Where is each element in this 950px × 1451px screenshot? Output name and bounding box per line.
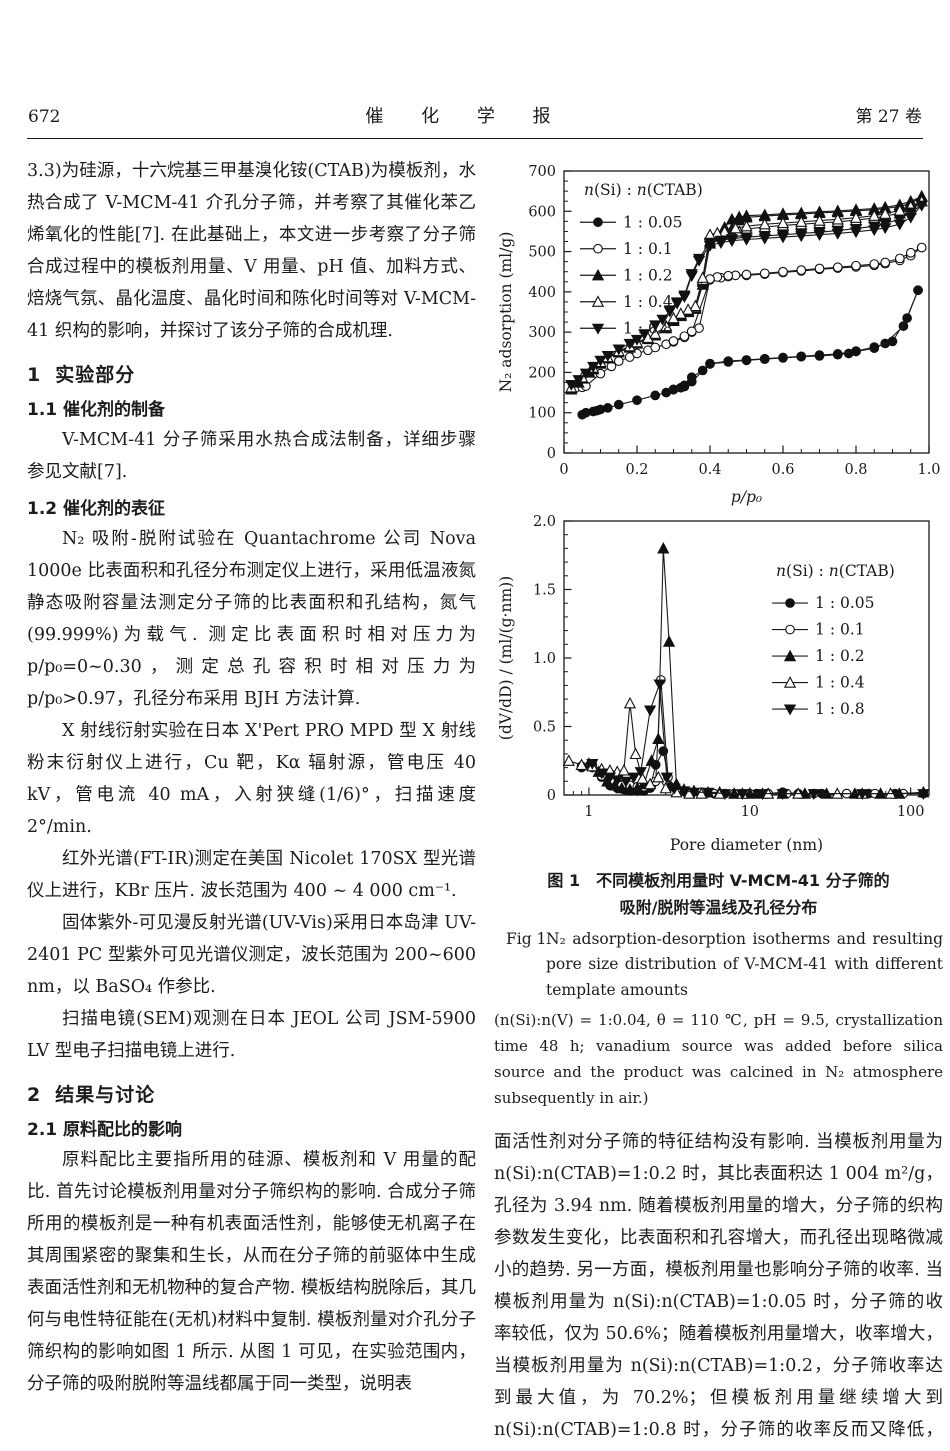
svg-text:1 : 0.8: 1 : 0.8 [623,319,673,337]
svg-text:1 : 0.4: 1 : 0.4 [815,674,865,692]
svg-text:500: 500 [528,245,556,261]
n2-adsorption-paragraph: N₂ 吸附-脱附试验在 Quantachrome 公司 Nova 1000e 比… [27,529,476,709]
preparation-paragraph: V-MCM-41 分子筛采用水热合成法制备，详细步骤参见文献[7]. [27,430,476,482]
svg-text:1 : 0.05: 1 : 0.05 [623,213,682,231]
section-1-heading: 1 实验部分 [27,364,136,386]
isotherm-chart: 0 0.2 0.4 0.6 0.8 1.0 0 100 200 300 400 500 600 700 N₂… [497,164,941,506]
header-rule [27,138,923,139]
svg-text:1: 1 [584,804,593,820]
figure-caption-en-tag: Fig 1 [506,930,547,949]
figure-caption-en: Fig 1 N₂ adsorption-desorption isotherms… [494,927,943,1002]
svg-text:1 : 0.2: 1 : 0.2 [815,647,865,665]
svg-text:0.4: 0.4 [698,462,721,478]
svg-text:Pore diameter (nm): Pore diameter (nm) [670,836,823,854]
pore-distribution-chart: 1 10 100 0 0.5 1.0 1.5 2.0 (dV/dD) / (ml/(g·nm))… [497,514,930,854]
svg-text:0.8: 0.8 [844,462,867,478]
svg-text:2.0: 2.0 [533,514,556,530]
svg-text:1 : 0.1: 1 : 0.1 [815,621,865,639]
svg-text:1 : 0.2: 1 : 0.2 [623,266,673,284]
svg-text:1.0: 1.0 [533,651,556,667]
journal-title: 催 化 学 报 [365,106,567,127]
svg-text:10: 10 [741,804,759,820]
figure-1: 0 0.2 0.4 0.6 0.8 1.0 0 100 200 300 400 500 600 700 N₂… [494,157,943,1112]
ratio-paragraph: 原料配比主要指所用的硅源、模板剂和 V 用量的配比. 首先讨论模板剂用量对分子筛… [27,1150,476,1394]
svg-text:0.5: 0.5 [533,720,556,736]
svg-text:700: 700 [528,164,556,180]
svg-text:n(Si) : n(CTAB): n(Si) : n(CTAB) [776,562,895,580]
svg-text:(dV/dD) / (ml/(g·nm)): (dV/dD) / (ml/(g·nm)) [497,576,515,740]
sem-paragraph: 扫描电镜(SEM)观测在日本 JEOL 公司 JSM-5900 LV 型电子扫描… [27,1009,476,1061]
svg-text:N₂ adsorption (ml/g): N₂ adsorption (ml/g) [497,232,515,393]
svg-text:0: 0 [547,446,556,462]
svg-text:1.5: 1.5 [533,583,556,599]
svg-text:0: 0 [559,462,568,478]
svg-text:300: 300 [528,325,556,341]
svg-text:100: 100 [528,406,556,422]
page-header: 672 催 化 学 报 第 27 卷 [0,0,950,128]
right-column: 0 0.2 0.4 0.6 0.8 1.0 0 100 200 300 400 500 600 700 N₂… [494,155,943,1451]
svg-text:1 : 0.8: 1 : 0.8 [815,700,865,718]
svg-text:1.0: 1.0 [917,462,940,478]
section-1-2-heading: 1.2 催化剂的表征 [27,499,166,519]
svg-text:1 : 0.1: 1 : 0.1 [623,240,673,258]
figure-caption: 图 1 不同模板剂用量时 V-MCM-41 分子筛的 吸附/脱附等温线及孔径分布… [494,867,943,1112]
section-1-1-heading: 1.1 催化剂的制备 [27,400,166,420]
section-2-heading: 2 结果与讨论 [27,1084,156,1106]
results-paragraph: 面活性剂对分子筛的特征结构没有影响. 当模板剂用量为 n(Si):n(CTAB)… [494,1131,943,1440]
ftir-paragraph: 红外光谱(FT-IR)测定在美国 Nicolet 170SX 型光谱仪上进行，K… [27,849,476,901]
svg-text:p/p₀: p/p₀ [731,488,763,506]
svg-text:n(Si) : n(CTAB): n(Si) : n(CTAB) [584,181,703,199]
page-number: 672 [28,107,61,127]
two-column-body: 3.3)为硅源，十六烷基三甲基溴化铵(CTAB)为模板剂，水热合成了 V-MCM… [0,139,950,1451]
svg-text:0: 0 [547,788,556,804]
svg-text:400: 400 [528,285,556,301]
svg-text:0.6: 0.6 [771,462,794,478]
svg-text:1 : 0.05: 1 : 0.05 [815,594,874,612]
figure-caption-conditions: (n(Si):n(V) = 1:0.04, θ = 110 ℃, pH = 9.… [494,1010,943,1108]
svg-text:0.2: 0.2 [625,462,648,478]
intro-paragraph: 3.3)为硅源，十六烷基三甲基溴化铵(CTAB)为模板剂，水热合成了 V-MCM… [27,161,476,341]
left-column: 3.3)为硅源，十六烷基三甲基溴化铵(CTAB)为模板剂，水热合成了 V-MCM… [27,155,476,1451]
svg-text:1 : 0.4: 1 : 0.4 [623,293,673,311]
volume-label: 第 27 卷 [855,107,922,127]
xrd-paragraph: X 射线衍射实验在日本 X'Pert PRO MPD 型 X 射线粉末衍射仪上进… [27,721,476,837]
section-2-1-heading: 2.1 原料配比的影响 [27,1120,183,1140]
figure-caption-zh: 图 1 不同模板剂用量时 V-MCM-41 分子筛的 吸附/脱附等温线及孔径分布 [547,871,890,918]
uvvis-paragraph: 固体紫外-可见漫反射光谱(UV-Vis)采用日本岛津 UV-2401 PC 型紫… [27,913,476,997]
svg-text:200: 200 [528,365,556,381]
svg-text:600: 600 [528,204,556,220]
svg-text:100: 100 [897,804,925,820]
